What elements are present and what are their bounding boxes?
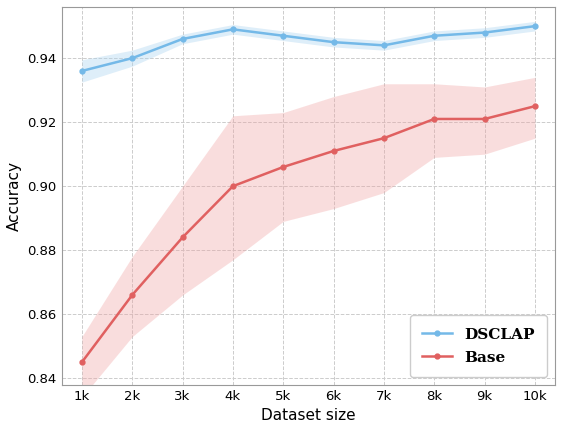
DSCLAP — [229, 27, 236, 32]
DSCLAP — [532, 24, 538, 29]
Base — [532, 104, 538, 109]
Line: Base: Base — [79, 104, 537, 365]
Base — [330, 148, 337, 154]
Base — [79, 359, 85, 365]
DSCLAP — [380, 43, 387, 48]
Base — [481, 117, 488, 122]
Legend: DSCLAP, Base: DSCLAP, Base — [410, 315, 547, 377]
Line: DSCLAP: DSCLAP — [79, 24, 537, 74]
DSCLAP — [481, 30, 488, 35]
DSCLAP — [280, 33, 287, 38]
Y-axis label: Accuracy: Accuracy — [7, 161, 22, 231]
Base — [280, 164, 287, 169]
DSCLAP — [129, 55, 135, 61]
DSCLAP — [79, 68, 85, 74]
X-axis label: Dataset size: Dataset size — [261, 408, 356, 423]
Base — [229, 184, 236, 189]
DSCLAP — [431, 33, 438, 38]
Base — [431, 117, 438, 122]
Base — [129, 292, 135, 298]
DSCLAP — [330, 40, 337, 45]
DSCLAP — [179, 37, 186, 42]
Base — [380, 135, 387, 141]
Base — [179, 235, 186, 240]
